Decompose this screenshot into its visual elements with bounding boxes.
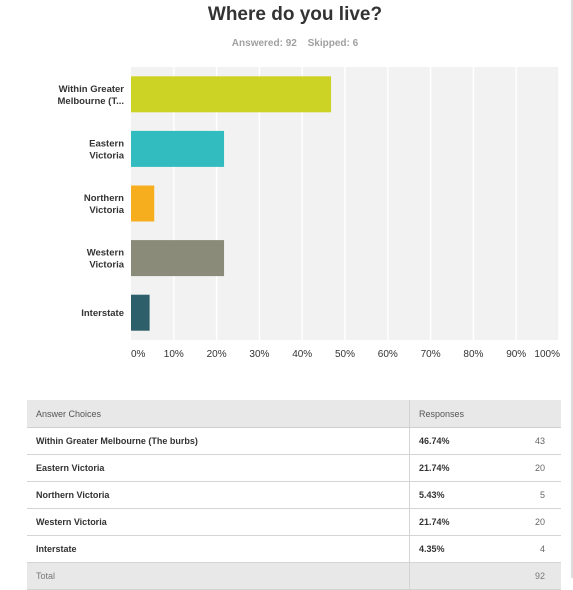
x-tick-label: 80% (463, 349, 483, 360)
x-tick-label: 20% (207, 349, 227, 360)
x-tick-label: 60% (378, 349, 398, 360)
bar (131, 76, 332, 113)
total-label: Total (27, 562, 410, 590)
row-count: 20 (500, 454, 561, 482)
row-percent: 21.74% (409, 454, 500, 482)
row-count: 4 (500, 535, 561, 563)
row-count: 43 (500, 427, 561, 455)
row-choice: Northern Victoria (27, 481, 410, 509)
table-header-row: Answer Choices Responses (27, 400, 561, 428)
bar-chart: 0% 10% 20% 30% 40% 50% 60% 70% 80% 90% 100% Within … (58, 67, 560, 360)
table-row: Northern Victoria 5.43% 5 (27, 481, 561, 509)
bar (131, 130, 225, 167)
x-tick-label: 30% (249, 349, 269, 360)
header-answer-choices: Answer Choices (27, 400, 410, 428)
frame-edge (571, 0, 573, 578)
row-choice: Interstate (27, 535, 410, 563)
table-row: Within Greater Melbourne (The burbs) 46.… (27, 427, 561, 455)
answered-count: Answered: 92 (231, 38, 297, 49)
survey-question-title: Where do you live? (207, 4, 383, 25)
x-tick-label: 10% (164, 349, 184, 360)
row-count: 5 (500, 481, 561, 509)
x-tick-label: 40% (292, 349, 312, 360)
bar (131, 240, 225, 277)
category-label: Victoria (89, 150, 124, 161)
response-stats: Answered: 92 Skipped: 6 (0, 38, 573, 49)
category-label: Victoria (89, 205, 124, 216)
row-percent: 46.74% (409, 427, 500, 455)
table-total-row: Total 92 (27, 562, 561, 590)
header-responses: Responses (409, 400, 561, 428)
table-row: Eastern Victoria 21.74% 20 (27, 454, 561, 482)
x-tick-label: 50% (335, 349, 355, 360)
x-tick-label: 90% (506, 349, 526, 360)
skipped-count: Skipped: 6 (307, 38, 359, 49)
row-choice: Eastern Victoria (27, 454, 410, 482)
x-tick-label: 100% (534, 349, 560, 360)
row-count: 20 (500, 508, 561, 536)
bar (131, 185, 155, 222)
row-percent: 5.43% (409, 481, 500, 509)
x-tick-label: 0% (131, 349, 146, 360)
row-choice: Within Greater Melbourne (The burbs) (27, 427, 410, 455)
table-row: Interstate 4.35% 4 (27, 535, 561, 563)
total-spacer (409, 562, 500, 590)
category-label: Victoria (89, 260, 124, 271)
x-tick-label: 70% (421, 349, 441, 360)
category-label: Western (87, 248, 125, 259)
row-choice: Western Victoria (27, 508, 410, 536)
table-row: Western Victoria 21.74% 20 (27, 508, 561, 536)
category-label: Eastern (89, 138, 124, 149)
category-label: Melbourne (T... (58, 96, 125, 107)
bar (131, 294, 150, 331)
responses-table: Answer Choices Responses Within Greater … (27, 400, 561, 590)
total-value: 92 (500, 562, 561, 590)
row-percent: 21.74% (409, 508, 500, 536)
category-label: Interstate (81, 308, 124, 319)
category-label: Within Greater (59, 84, 125, 95)
row-percent: 4.35% (409, 535, 500, 563)
category-label: Northern (84, 193, 124, 204)
